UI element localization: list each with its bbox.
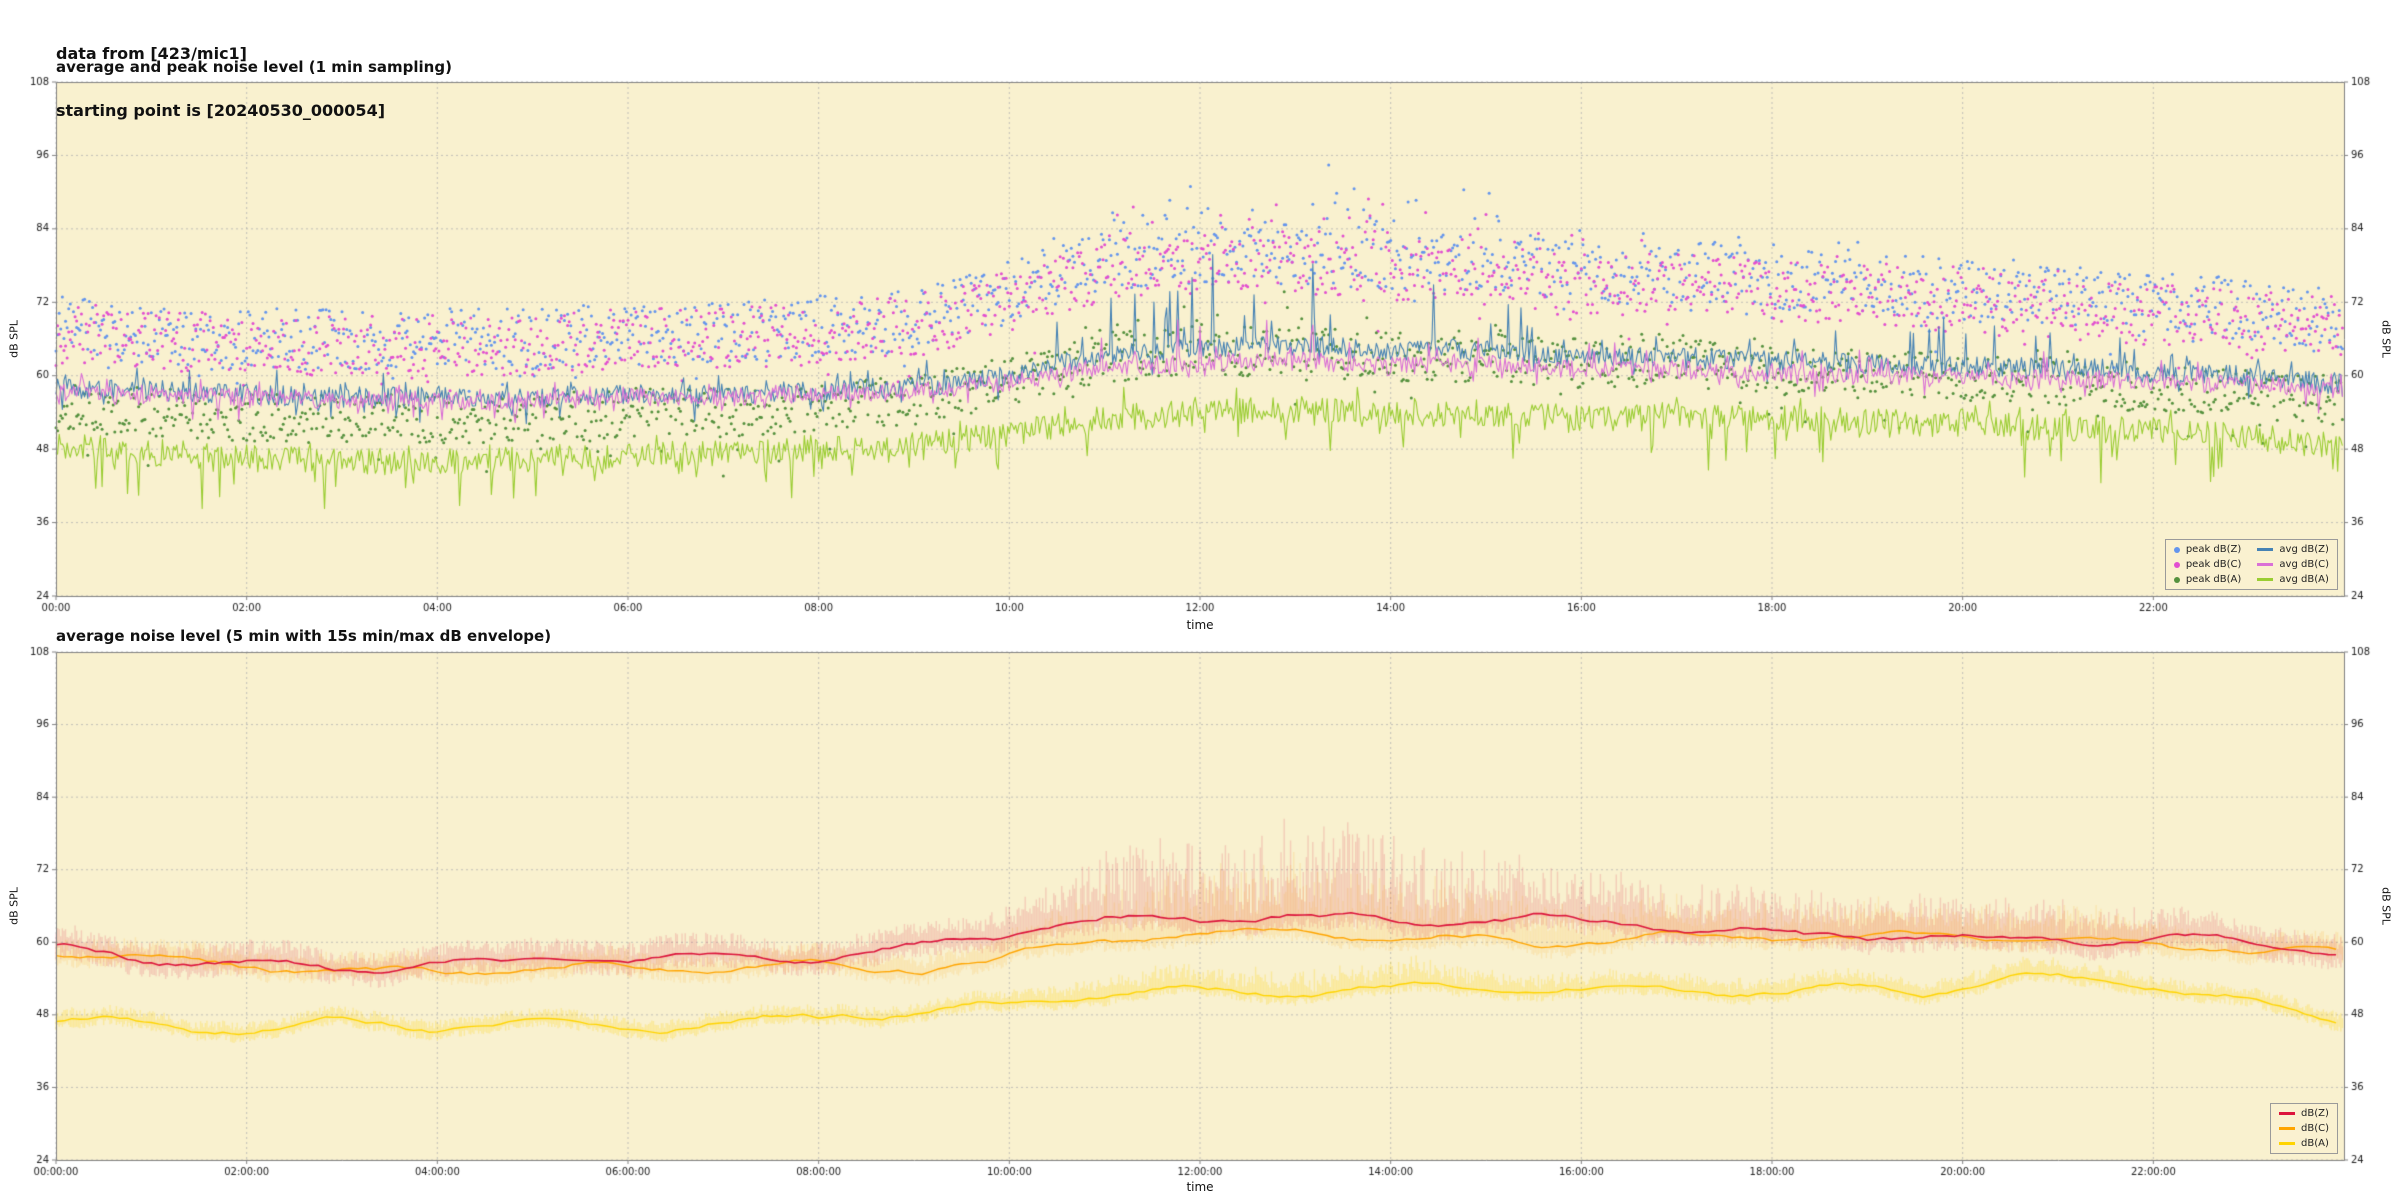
legend-label: peak dB(Z)	[2185, 544, 2242, 555]
legend-label: avg dB(A)	[2279, 574, 2329, 585]
top-chart-legend: peak dB(Z) peak dB(C) peak dB(A) avg dB(Z) a…	[2164, 539, 2338, 590]
legend-label: dB(A)	[2301, 1138, 2329, 1149]
legend-item: avg dB(A)	[2257, 573, 2329, 586]
bottom-chart-ylabel-left: dB SPL	[7, 887, 21, 925]
top-chart-ylabel-right: dB SPL	[2379, 320, 2393, 358]
line-marker-icon	[2279, 1127, 2295, 1130]
legend-item: dB(Z)	[2279, 1107, 2329, 1120]
legend-item: peak dB(Z)	[2173, 543, 2242, 556]
line-marker-icon	[2279, 1112, 2295, 1115]
figure-header: data from [423/mic1] starting point is […	[56, 6, 385, 158]
top-chart-ylabel-left: dB SPL	[7, 320, 21, 358]
bottom-chart-xlabel: time	[1186, 1180, 1214, 1194]
legend-column: dB(Z) dB(C) dB(A)	[2279, 1107, 2329, 1150]
line-marker-icon	[2257, 578, 2274, 581]
legend-label: peak dB(A)	[2185, 574, 2242, 585]
legend-item: avg dB(C)	[2257, 558, 2329, 571]
legend-column: avg dB(Z) avg dB(C) avg dB(A)	[2257, 543, 2329, 586]
bottom-chart-ylabel-right: dB SPL	[2379, 887, 2393, 925]
dot-marker-icon	[2173, 546, 2180, 553]
header-line1: data from [423/mic1]	[56, 44, 247, 63]
legend-label: dB(C)	[2301, 1123, 2329, 1134]
header-line2: starting point is [20240530_000054]	[56, 101, 386, 120]
legend-item: avg dB(Z)	[2257, 543, 2329, 556]
bottom-chart-legend: dB(Z) dB(C) dB(A)	[2270, 1103, 2338, 1154]
legend-item: dB(A)	[2279, 1137, 2329, 1150]
legend-label: avg dB(Z)	[2279, 544, 2329, 555]
top-chart-xlabel: time	[1186, 618, 1214, 632]
legend-item: peak dB(C)	[2173, 558, 2242, 571]
legend-label: avg dB(C)	[2279, 559, 2329, 570]
legend-item: dB(C)	[2279, 1122, 2329, 1135]
legend-label: dB(Z)	[2301, 1108, 2329, 1119]
legend-label: peak dB(C)	[2185, 559, 2242, 570]
line-marker-icon	[2257, 563, 2274, 566]
dot-marker-icon	[2173, 561, 2180, 568]
legend-item: peak dB(A)	[2173, 573, 2242, 586]
line-marker-icon	[2279, 1142, 2295, 1145]
dot-marker-icon	[2173, 576, 2180, 583]
legend-column: peak dB(Z) peak dB(C) peak dB(A)	[2173, 543, 2242, 586]
top-chart-title: average and peak noise level (1 min samp…	[56, 58, 452, 76]
line-marker-icon	[2257, 548, 2274, 551]
bottom-chart-title: average noise level (5 min with 15s min/…	[56, 627, 552, 645]
